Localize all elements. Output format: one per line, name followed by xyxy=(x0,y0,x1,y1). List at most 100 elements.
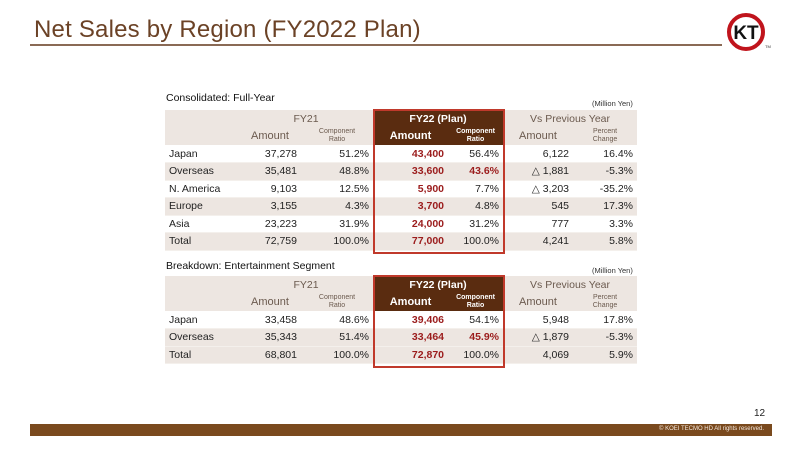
entertainment-label: Breakdown: Entertainment Segment xyxy=(166,260,335,272)
vs-amount: 777 xyxy=(503,215,574,233)
vs-amount: △ 3,203 xyxy=(503,180,574,198)
region-label: Total xyxy=(165,232,239,251)
fy22-ratio: 54.1% xyxy=(448,311,504,329)
fy22-amount: 24,000 xyxy=(373,215,449,233)
fy22-ratio: 31.2% xyxy=(448,215,504,233)
vs-amount: 5,948 xyxy=(503,311,574,329)
fy21-amount: 35,343 xyxy=(239,328,301,347)
fy21-amount: 35,481 xyxy=(239,162,301,181)
fy21-ratio: 48.8% xyxy=(301,162,374,181)
vs-pct: 16.4% xyxy=(573,145,638,163)
fy22-amount: 77,000 xyxy=(373,232,449,251)
region-label: Japan xyxy=(165,145,239,163)
header-fy22-ratio: Component Ratio xyxy=(448,293,504,311)
header-fy21-ratio: Component Ratio xyxy=(301,293,374,311)
header-blank xyxy=(165,276,239,311)
fy22-amount: 3,700 xyxy=(373,197,449,216)
fy21-amount: 68,801 xyxy=(239,345,301,364)
fy22-ratio: 45.9% xyxy=(448,328,504,347)
fy21-ratio: 100.0% xyxy=(301,345,374,364)
header-fy21: FY21 xyxy=(239,110,374,128)
table-row-total: Total 68,801 100.0% 72,870 100.0% 4,069 … xyxy=(165,345,638,364)
vs-amount: 545 xyxy=(503,197,574,216)
region-label: Asia xyxy=(165,215,239,233)
fy22-ratio: 43.6% xyxy=(448,162,504,181)
page-title: Net Sales by Region (FY2022 Plan) xyxy=(34,16,421,43)
title-divider xyxy=(30,44,722,46)
vs-pct: 5.8% xyxy=(573,232,638,251)
consolidated-table: FY21 FY22 (Plan) Vs Previous Year Amount… xyxy=(165,110,638,251)
fy22-amount: 33,600 xyxy=(373,162,449,181)
fy21-amount: 72,759 xyxy=(239,232,301,251)
fy21-ratio: 12.5% xyxy=(301,180,374,198)
region-label: N. America xyxy=(165,180,239,198)
vs-amount: 6,122 xyxy=(503,145,574,163)
fy21-ratio: 100.0% xyxy=(301,232,374,251)
header-fy22-amount: Amount xyxy=(373,127,449,145)
header-vs-amount: Amount xyxy=(503,127,574,145)
header-fy22-ratio: Component Ratio xyxy=(448,127,504,145)
table-row: Asia 23,223 31.9% 24,000 31.2% 777 3.3% xyxy=(165,215,638,233)
region-label: Overseas xyxy=(165,162,239,181)
vs-pct: -5.3% xyxy=(573,328,638,347)
consolidated-unit: (Million Yen) xyxy=(592,99,633,108)
table-row: Overseas 35,481 48.8% 33,600 43.6% △ 1,8… xyxy=(165,162,638,181)
fy21-amount: 33,458 xyxy=(239,311,301,329)
logo-trademark: TM xyxy=(765,44,771,49)
header-fy21-amount: Amount xyxy=(239,293,301,311)
table-row-total: Total 72,759 100.0% 77,000 100.0% 4,241 … xyxy=(165,232,638,251)
fy21-amount: 23,223 xyxy=(239,215,301,233)
fy21-amount: 37,278 xyxy=(239,145,301,163)
table-row: N. America 9,103 12.5% 5,900 7.7% △ 3,20… xyxy=(165,180,638,198)
fy21-ratio: 51.4% xyxy=(301,328,374,347)
header-fy21-amount: Amount xyxy=(239,127,301,145)
fy21-ratio: 48.6% xyxy=(301,311,374,329)
footer-bar xyxy=(30,424,772,436)
table-row: Japan 37,278 51.2% 43,400 56.4% 6,122 16… xyxy=(165,145,638,163)
fy22-ratio: 56.4% xyxy=(448,145,504,163)
vs-amount: △ 1,879 xyxy=(503,328,574,347)
logo-text: KT xyxy=(733,23,759,44)
fy22-amount: 5,900 xyxy=(373,180,449,198)
fy22-ratio: 7.7% xyxy=(448,180,504,198)
header-blank xyxy=(165,110,239,145)
region-label: Overseas xyxy=(165,328,239,347)
header-fy22: FY22 (Plan) xyxy=(373,110,504,128)
fy21-ratio: 51.2% xyxy=(301,145,374,163)
page-number: 12 xyxy=(754,408,766,419)
vs-amount: 4,241 xyxy=(503,232,574,251)
fy21-ratio: 31.9% xyxy=(301,215,374,233)
fy21-amount: 9,103 xyxy=(239,180,301,198)
koei-tecmo-logo: KT TM xyxy=(727,13,771,51)
consolidated-label: Consolidated: Full-Year xyxy=(166,92,275,104)
fy22-amount: 39,406 xyxy=(373,311,449,329)
fy22-ratio: 100.0% xyxy=(448,232,504,251)
fy21-ratio: 4.3% xyxy=(301,197,374,216)
header-vs-pct: Percent Change xyxy=(573,293,638,311)
fy22-ratio: 100.0% xyxy=(448,345,504,364)
fy22-ratio: 4.8% xyxy=(448,197,504,216)
vs-amount: 4,069 xyxy=(503,345,574,364)
vs-pct: 3.3% xyxy=(573,215,638,233)
fy22-amount: 43,400 xyxy=(373,145,449,163)
copyright: © KOEI TECMO HD All rights reserved. xyxy=(658,426,764,432)
vs-amount: △ 1,881 xyxy=(503,162,574,181)
header-vs: Vs Previous Year xyxy=(503,110,638,128)
table-row: Overseas 35,343 51.4% 33,464 45.9% △ 1,8… xyxy=(165,328,638,347)
entertainment-table: FY21 FY22 (Plan) Vs Previous Year Amount… xyxy=(165,276,638,364)
header-vs-pct: Percent Change xyxy=(573,127,638,145)
vs-pct: -35.2% xyxy=(573,180,638,198)
header-fy21: FY21 xyxy=(239,276,374,294)
table-row: Europe 3,155 4.3% 3,700 4.8% 545 17.3% xyxy=(165,197,638,216)
header-fy22-amount: Amount xyxy=(373,293,449,311)
fy22-amount: 33,464 xyxy=(373,328,449,347)
region-label: Total xyxy=(165,345,239,364)
vs-pct: 17.8% xyxy=(573,311,638,329)
header-fy22: FY22 (Plan) xyxy=(373,276,504,294)
table-row: Japan 33,458 48.6% 39,406 54.1% 5,948 17… xyxy=(165,311,638,329)
header-vs: Vs Previous Year xyxy=(503,276,638,294)
header-fy21-ratio: Component Ratio xyxy=(301,127,374,145)
region-label: Japan xyxy=(165,311,239,329)
vs-pct: 5.9% xyxy=(573,345,638,364)
entertainment-unit: (Million Yen) xyxy=(592,266,633,275)
